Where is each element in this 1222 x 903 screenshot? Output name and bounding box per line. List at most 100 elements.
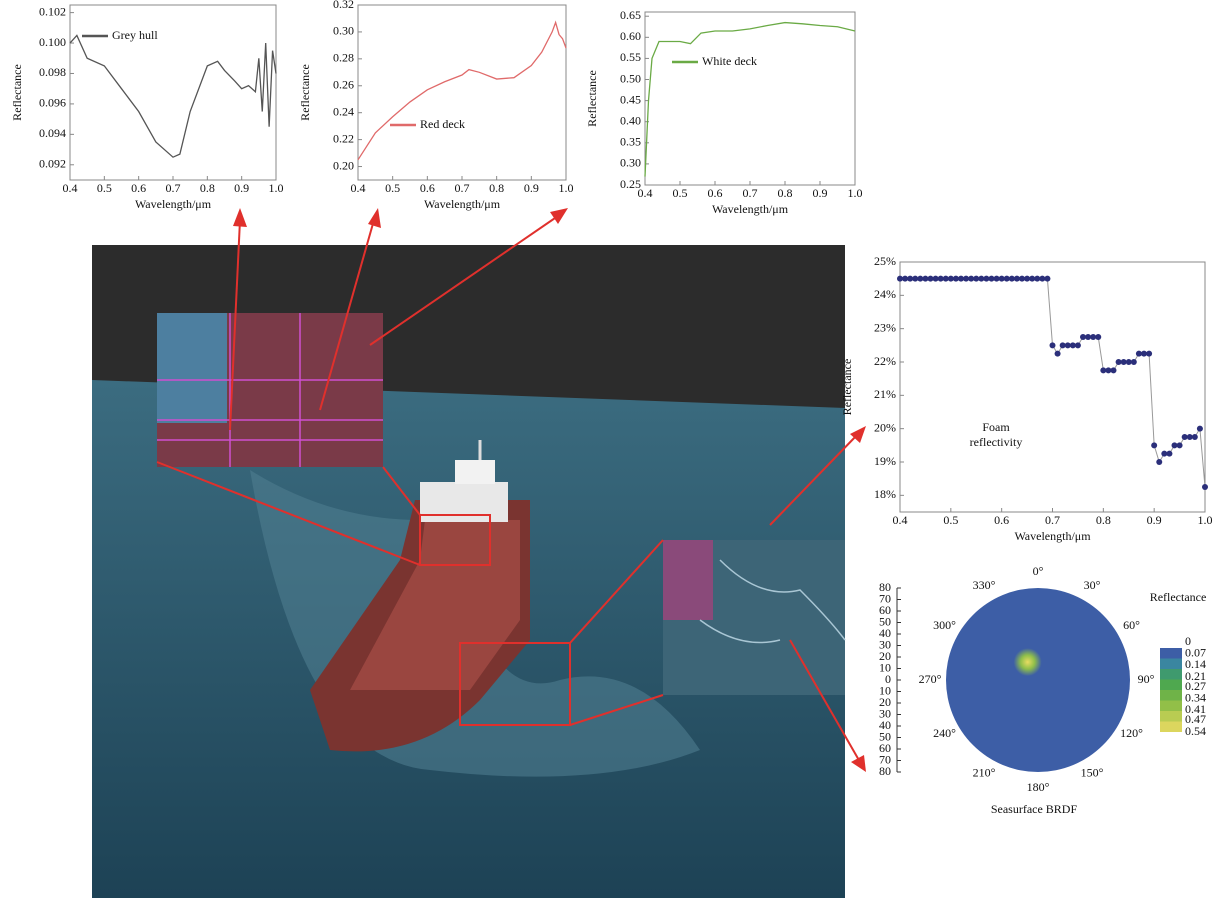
data-point — [1105, 367, 1112, 374]
data-point — [1064, 342, 1071, 349]
x-tick-label: 0.9 — [234, 181, 249, 195]
angle-label: 90° — [1138, 672, 1155, 686]
x-axis-label: Wavelength/μm — [712, 202, 789, 216]
data-point — [1141, 350, 1147, 357]
angle-label: 180° — [1027, 780, 1050, 794]
y-tick-label: 0.30 — [333, 24, 354, 38]
y-tick-label: 0.45 — [620, 92, 641, 106]
y-tick-label: 0.50 — [620, 71, 641, 85]
x-tick-label: 0.7 — [1045, 513, 1060, 527]
data-point — [1054, 350, 1061, 357]
series-line — [644, 21, 856, 177]
y-tick-label: 23% — [874, 320, 896, 334]
r-tick-label: 50 — [879, 614, 891, 628]
hotspot — [1013, 648, 1042, 677]
r-tick-label: 40 — [879, 718, 891, 732]
x-tick-label: 0.7 — [166, 181, 181, 195]
r-tick-label: 80 — [879, 764, 891, 778]
angle-label: 240° — [933, 726, 956, 740]
r-tick-label: 20 — [879, 649, 891, 663]
x-tick-label: 0.6 — [131, 181, 146, 195]
x-tick-label: 0.4 — [638, 186, 653, 200]
legend-label: Grey hull — [112, 28, 158, 42]
x-tick-label: 0.6 — [708, 186, 723, 200]
data-point — [993, 275, 1000, 282]
angle-label: 330° — [973, 578, 996, 592]
angle-label: 0° — [1033, 564, 1044, 578]
data-point — [1080, 334, 1086, 340]
data-point — [1161, 450, 1168, 457]
r-tick-label: 30 — [879, 637, 891, 651]
data-point — [952, 275, 959, 282]
y-tick-label: 0.25 — [620, 177, 641, 191]
polar-title: Seasurface BRDF — [991, 802, 1078, 816]
arrow-heads — [233, 208, 866, 772]
r-tick-label: 10 — [879, 683, 891, 697]
data-point — [1146, 350, 1153, 357]
data-point — [1059, 342, 1066, 349]
series-line — [900, 278, 1206, 488]
r-tick-label: 0 — [885, 672, 891, 686]
y-tick-label: 0.094 — [39, 126, 66, 140]
data-point — [1135, 350, 1142, 357]
x-tick-label: 0.4 — [351, 181, 366, 195]
data-point — [1100, 367, 1107, 374]
polar-disc — [946, 588, 1130, 772]
y-tick-label: 0.32 — [333, 0, 354, 11]
r-tick-label: 40 — [879, 626, 891, 640]
colorbar-label: 0.54 — [1185, 724, 1206, 738]
inset-hull — [663, 540, 713, 620]
y-tick-label: 25% — [874, 254, 896, 268]
data-point — [988, 275, 995, 282]
data-point — [1024, 275, 1031, 282]
annotation: Foam — [982, 420, 1010, 434]
y-tick-label: 0.100 — [39, 35, 66, 49]
callouts — [156, 215, 861, 763]
colorbar-cell — [1160, 700, 1182, 711]
x-tick-label: 0.6 — [420, 181, 435, 195]
colorbar-cell — [1160, 721, 1182, 732]
x-tick-label: 1.0 — [848, 186, 863, 200]
r-tick-label: 10 — [879, 660, 891, 674]
inset-mesh — [699, 559, 846, 644]
inset-mesh — [157, 313, 383, 467]
colorbar-label: 0.47 — [1185, 712, 1206, 726]
x-tick-label: 1.0 — [269, 181, 284, 195]
data-point — [958, 275, 964, 282]
r-tick-label: 70 — [879, 752, 891, 766]
y-axis-label: Reflectance — [585, 70, 599, 127]
y-tick-label: 20% — [874, 420, 896, 434]
plot-frame — [644, 11, 856, 186]
y-axis-label: Reflectance — [298, 64, 312, 121]
data-point — [978, 275, 985, 282]
data-point — [1095, 334, 1102, 340]
data-point — [917, 275, 924, 282]
y-tick-label: 0.092 — [39, 157, 66, 171]
data-point — [1085, 334, 1092, 340]
data-point — [1069, 342, 1076, 349]
plot-frame — [69, 4, 277, 181]
x-tick-label: 0.8 — [1096, 513, 1111, 527]
data-point — [922, 275, 929, 282]
x-tick-label: 0.4 — [63, 181, 78, 195]
data-point — [1125, 359, 1132, 365]
x-tick-label: 0.5 — [385, 181, 400, 195]
y-tick-label: 0.40 — [620, 113, 641, 127]
y-tick-label: 0.22 — [333, 131, 354, 145]
x-tick-label: 0.9 — [813, 186, 828, 200]
x-axis-label: Wavelength/μm — [135, 197, 212, 211]
data-point — [1120, 359, 1127, 365]
y-axis-label: Reflectance — [10, 64, 24, 121]
inset-water — [157, 313, 227, 423]
series-line — [69, 34, 277, 158]
data-point — [912, 275, 919, 282]
colorbar-label: 0.27 — [1185, 679, 1206, 693]
angle-label: 150° — [1081, 765, 1104, 779]
data-point — [897, 275, 903, 282]
data-point — [1019, 275, 1025, 282]
y-tick-label: 0.096 — [39, 96, 66, 110]
x-tick-label: 0.5 — [943, 513, 958, 527]
colorbar-label: 0.34 — [1185, 690, 1206, 704]
colorbar-label: 0 — [1185, 634, 1191, 648]
